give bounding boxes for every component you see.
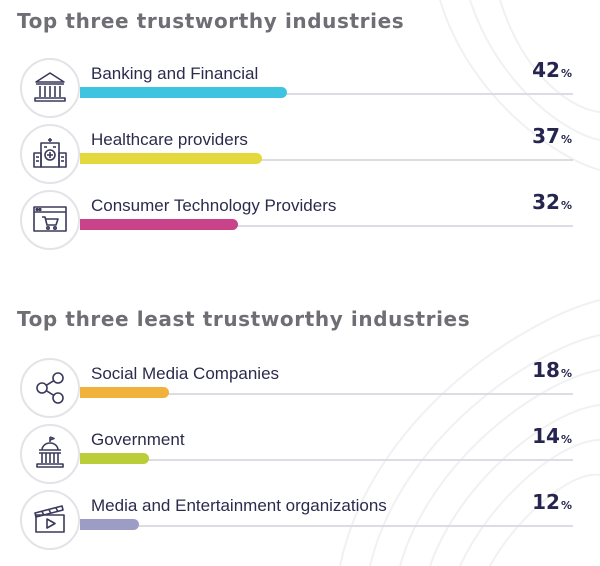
share-network-icon (20, 358, 80, 418)
bar-row: Consumer Technology Providers 32% (0, 190, 600, 254)
category-label: Healthcare providers (91, 130, 248, 149)
bar-track (80, 393, 573, 395)
category-label: Social Media Companies (91, 364, 280, 383)
category-label: Media and Entertainment organizations (91, 496, 387, 515)
bar-track (80, 93, 573, 95)
value-label: 14% (532, 424, 572, 448)
value-label: 32% (532, 190, 572, 214)
bar (80, 153, 262, 164)
bar-track (80, 459, 573, 461)
bar-row: Media and Entertainment organizations 12… (0, 490, 600, 554)
value-label: 42% (532, 58, 572, 82)
bar (80, 87, 287, 98)
category-label: Banking and Financial (91, 64, 259, 83)
media-clapperboard-icon (20, 490, 80, 550)
bar (80, 387, 169, 398)
government-building-icon (20, 424, 80, 484)
bar-row: Banking and Financial 42% (0, 58, 600, 122)
category-label: Government (91, 430, 185, 449)
value-label: 37% (532, 124, 572, 148)
bank-icon (20, 58, 80, 118)
bar-row: Healthcare providers 37% (0, 124, 600, 188)
bar (80, 453, 149, 464)
bar-row: Social Media Companies 18% (0, 358, 600, 422)
bar-track (80, 159, 573, 161)
bar (80, 519, 139, 530)
value-label: 12% (532, 490, 572, 514)
category-label: Consumer Technology Providers (91, 196, 337, 215)
value-label: 18% (532, 358, 572, 382)
bar (80, 219, 238, 230)
bar-track (80, 525, 573, 527)
hospital-icon (20, 124, 80, 184)
bar-row: Government 14% (0, 424, 600, 488)
online-shopping-cart-icon (20, 190, 80, 250)
section-title: Top three least trustworthy industries (17, 307, 471, 331)
section-title: Top three trustworthy industries (17, 9, 405, 33)
bar-track (80, 225, 573, 227)
